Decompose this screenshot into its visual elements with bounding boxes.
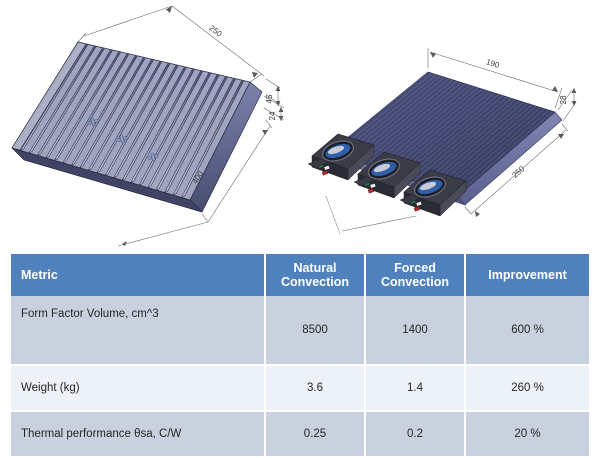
dimension-28-forced — [557, 88, 577, 122]
dimension-label-natural-base-thickness: 24 — [268, 111, 277, 120]
cell-forced: 0.2 — [365, 411, 466, 458]
fan-unit — [399, 169, 467, 217]
table-header-row: Metric Natural Convection Forced Convect… — [11, 254, 589, 296]
dimension-45-natural — [265, 78, 281, 106]
forced-leader-line — [325, 195, 341, 235]
dimension-190-forced — [427, 48, 563, 109]
figures-area: 250 45 24 — [0, 0, 600, 248]
column-header-natural-line1: Natural — [293, 260, 337, 275]
forced-convection-heatsink-figure: 190 28 250 — [300, 0, 600, 248]
column-header-forced-line2: Convection — [380, 275, 450, 289]
cell-natural: 8500 — [265, 296, 366, 366]
dimension-label-natural-fin-height: 45 — [265, 94, 274, 103]
heatsink-fins — [12, 42, 250, 200]
cell-natural: 3.6 — [265, 365, 366, 412]
fan-unit — [353, 151, 421, 199]
table-body: Form Factor Volume, cm^3 8500 1400 600 %… — [11, 296, 589, 458]
dimension-label-forced-height: 28 — [559, 95, 568, 104]
heatsink-left-chamfer — [11, 41, 87, 151]
column-header-forced-line1: Forced — [394, 260, 436, 275]
dimension-label-forced-width: 190 — [485, 57, 501, 70]
column-header-metric: Metric — [11, 254, 266, 296]
column-header-natural-line2: Convection — [280, 275, 350, 289]
dimension-label-natural-width: 250 — [207, 23, 224, 39]
column-header-improvement: Improvement — [465, 254, 589, 296]
cell-improvement: 600 % — [465, 296, 589, 366]
forced-pin-fins — [330, 72, 555, 196]
cell-natural: 0.25 — [265, 411, 366, 458]
table-row: Form Factor Volume, cm^3 8500 1400 600 % — [11, 296, 589, 366]
cell-forced: 1.4 — [365, 365, 466, 412]
forced-heatsink-drawing: 190 28 250 — [307, 48, 577, 235]
cell-metric: Thermal performance θsa, C/W — [11, 411, 266, 458]
dimension-label-forced-length: 250 — [510, 164, 526, 180]
column-header-natural-convection: Natural Convection — [265, 254, 366, 296]
table-row: Weight (kg) 3.6 1.4 260 % — [11, 365, 589, 412]
dimension-250-natural — [77, 5, 265, 83]
column-header-forced-convection: Forced Convection — [365, 254, 466, 296]
mounting-hardware — [87, 117, 159, 162]
cell-metric: Form Factor Volume, cm^3 — [11, 296, 266, 366]
table-row: Thermal performance θsa, C/W 0.25 0.2 20… — [11, 411, 589, 458]
cell-metric: Weight (kg) — [11, 365, 266, 412]
comparison-table: Metric Natural Convection Forced Convect… — [11, 254, 589, 458]
cell-improvement: 260 % — [465, 365, 589, 412]
cell-forced: 1400 — [365, 296, 466, 366]
fan-unit — [307, 133, 375, 181]
fan-array — [307, 133, 467, 217]
dimension-250-forced — [341, 123, 569, 232]
cell-improvement: 20 % — [465, 411, 589, 458]
natural-convection-heatsink-figure: 250 45 24 — [0, 0, 300, 248]
table-header: Metric Natural Convection Forced Convect… — [11, 254, 589, 296]
dimension-24-natural — [263, 95, 285, 121]
dimension-400-natural — [117, 119, 273, 247]
natural-heatsink-drawing: 250 45 24 — [11, 5, 285, 247]
